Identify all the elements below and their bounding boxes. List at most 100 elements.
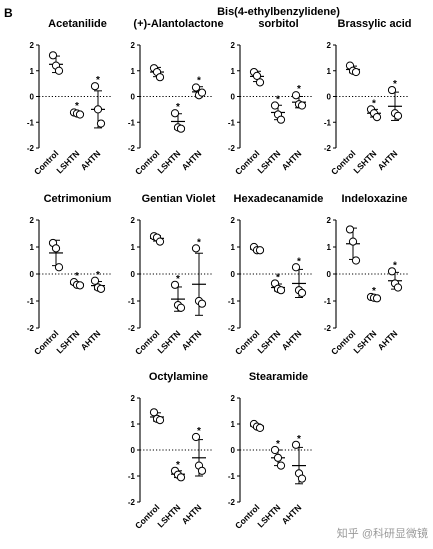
data-point — [297, 288, 307, 297]
data-point — [276, 461, 286, 470]
y-tick-label: -2 — [228, 324, 236, 333]
y-tick-label: 0 — [231, 270, 236, 279]
data-point — [191, 432, 201, 442]
category-label: LSHTN — [155, 328, 182, 355]
data-point — [176, 303, 186, 312]
y-tick-label: 2 — [327, 216, 332, 225]
y-tick-label: -2 — [128, 144, 136, 153]
data-point — [270, 101, 280, 110]
y-tick-label: 0 — [30, 270, 35, 279]
data-point — [170, 109, 180, 118]
significance-star: * — [372, 286, 376, 297]
y-tick-label: 2 — [231, 394, 236, 403]
y-tick-label: 2 — [231, 216, 236, 225]
y-tick-label: 1 — [131, 420, 136, 429]
category-label: AHTN — [180, 148, 204, 172]
y-tick-label: -1 — [128, 118, 136, 127]
data-point — [252, 71, 262, 81]
category-label: AHTN — [280, 148, 304, 172]
data-point — [372, 294, 382, 303]
y-tick-label: -2 — [228, 498, 236, 507]
significance-star: * — [176, 102, 180, 113]
data-point — [291, 263, 301, 272]
data-point — [387, 267, 397, 276]
panel-title: sorbitol — [258, 18, 298, 30]
significance-star: * — [276, 94, 280, 105]
y-tick-label: 0 — [327, 93, 332, 102]
category-label: Control — [329, 328, 357, 356]
significance-star: * — [197, 426, 201, 437]
data-point — [96, 119, 106, 128]
y-tick-label: 2 — [231, 41, 236, 50]
significance-star: * — [372, 98, 376, 109]
data-point — [297, 101, 307, 110]
y-tick-label: -2 — [128, 498, 136, 507]
category-label: Control — [133, 328, 161, 356]
data-point — [155, 237, 165, 246]
category-label: LSHTN — [255, 502, 282, 529]
category-label: Control — [133, 502, 161, 530]
data-point — [96, 284, 106, 293]
watermark: 知乎 @科研显微镜 — [337, 526, 428, 540]
y-tick-label: 1 — [30, 67, 35, 76]
category-label: Control — [32, 328, 60, 356]
significance-star: * — [276, 439, 280, 450]
data-point — [345, 225, 355, 234]
y-tick-label: 2 — [131, 216, 136, 225]
category-label: AHTN — [180, 502, 204, 526]
y-tick-label: -1 — [228, 118, 236, 127]
y-tick-label: 0 — [131, 270, 136, 279]
data-point — [393, 111, 403, 120]
category-label: Control — [233, 328, 261, 356]
category-label: AHTN — [79, 328, 103, 352]
y-tick-label: -2 — [228, 144, 236, 153]
y-tick-label: -1 — [128, 297, 136, 306]
data-point — [255, 78, 265, 87]
data-point — [273, 453, 283, 462]
data-point — [149, 408, 159, 417]
category-label: AHTN — [79, 148, 103, 172]
category-label: Control — [233, 502, 261, 530]
y-tick-label: -2 — [128, 324, 136, 333]
significance-star: * — [297, 84, 301, 95]
panel-title: Indeloxazine — [341, 193, 407, 205]
significance-star: * — [393, 260, 397, 271]
y-tick-label: -1 — [324, 297, 332, 306]
significance-star: * — [197, 237, 201, 248]
y-tick-label: 1 — [30, 243, 35, 252]
data-point — [170, 280, 180, 289]
chart-panel: Cetrimonium -2 -1 0 1 2 Control * LSHTN * AHTN — [27, 193, 112, 357]
y-tick-label: 2 — [30, 216, 35, 225]
panel-title: Stearamide — [249, 371, 308, 383]
significance-star: * — [297, 256, 301, 267]
y-tick-label: 0 — [231, 446, 236, 455]
panel-title: Gentian Violet — [142, 193, 216, 205]
data-point — [291, 91, 301, 100]
category-label: LSHTN — [54, 328, 81, 355]
y-tick-label: -1 — [228, 297, 236, 306]
significance-star: * — [96, 75, 100, 86]
category-label: LSHTN — [351, 148, 378, 175]
data-point — [75, 110, 85, 119]
y-tick-label: 1 — [231, 67, 236, 76]
y-tick-label: 1 — [131, 67, 136, 76]
data-point — [75, 281, 85, 290]
data-point — [351, 256, 361, 265]
data-point — [351, 67, 361, 77]
data-point — [276, 286, 286, 295]
y-tick-label: 1 — [231, 243, 236, 252]
significance-star: * — [75, 271, 79, 282]
y-tick-label: -1 — [27, 118, 35, 127]
y-tick-label: 2 — [327, 41, 332, 50]
data-point — [255, 246, 265, 255]
category-label: LSHTN — [255, 148, 282, 175]
y-tick-label: 2 — [131, 394, 136, 403]
panel-letter: B — [4, 6, 13, 20]
chart-panel: Acetanilide -2 -1 0 1 2 Control * LSHTN * AHTN — [27, 18, 112, 177]
panel-title: Octylamine — [149, 371, 208, 383]
significance-star: * — [197, 76, 201, 87]
category-label: AHTN — [180, 328, 204, 352]
y-tick-label: -1 — [128, 472, 136, 481]
chart-panel: Octylamine -2 -1 0 1 2 Control * LSHTN * AHTN — [128, 371, 213, 531]
